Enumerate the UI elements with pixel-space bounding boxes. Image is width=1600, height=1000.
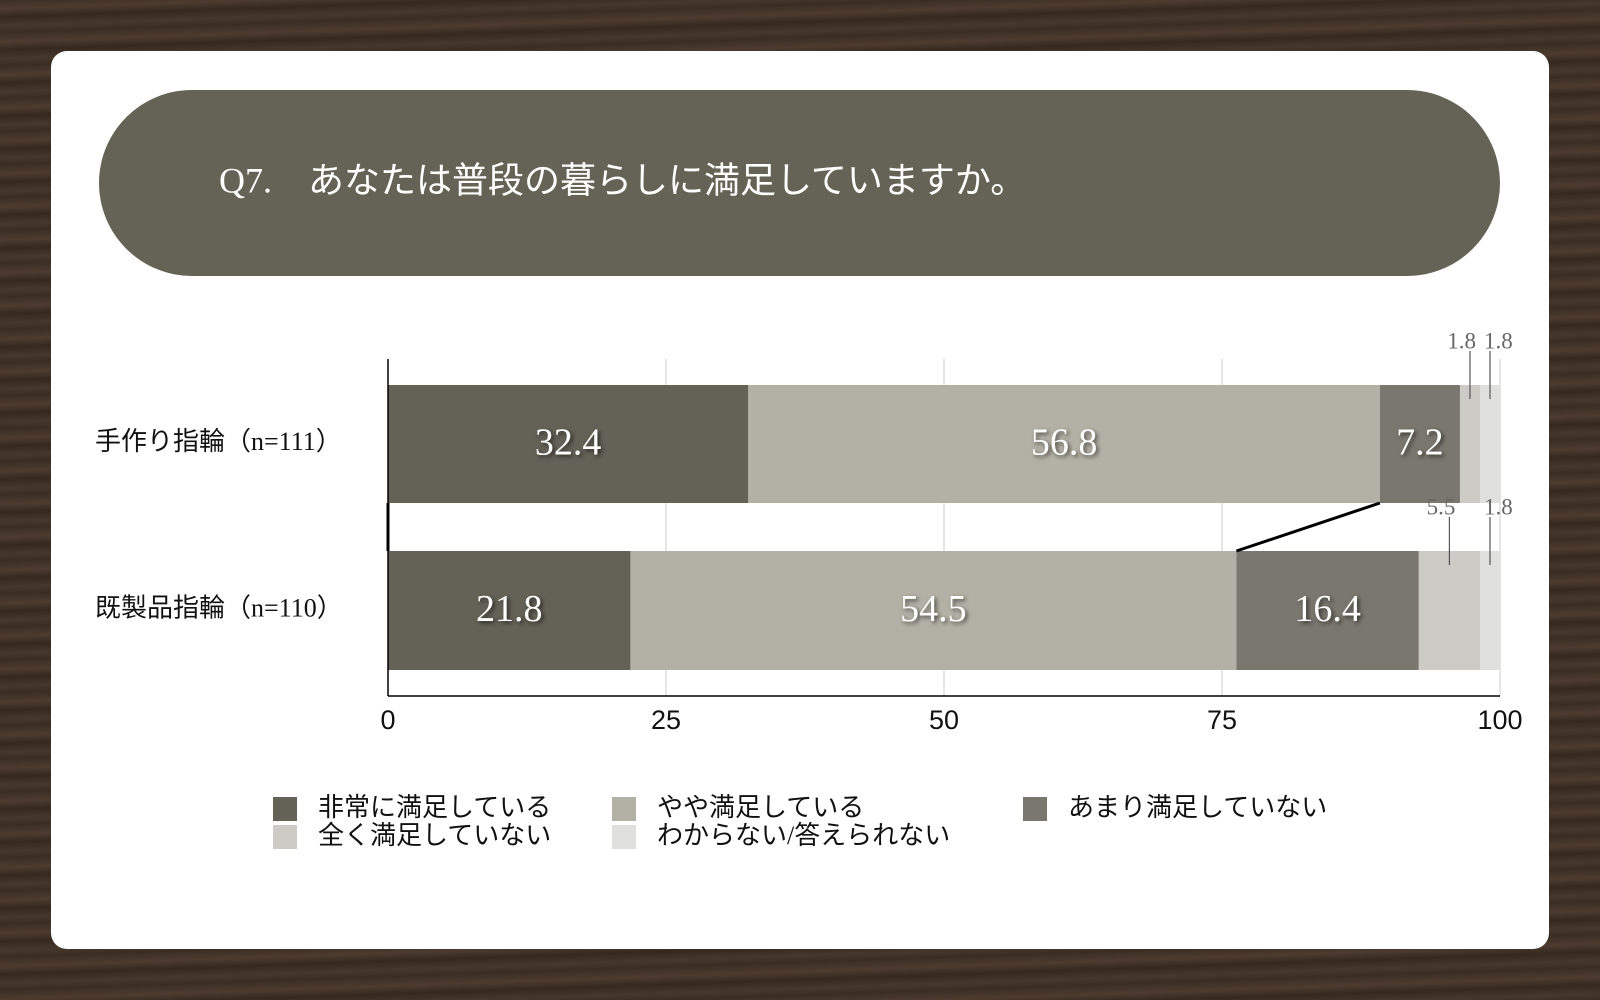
legend-swatch: [1023, 797, 1047, 821]
chart-title: Q7. あなたは普段の暮らしに満足していますか。: [219, 160, 1026, 200]
x-tick-label: 0: [380, 705, 395, 735]
bar-segment: [1459, 385, 1480, 503]
legend-label: あまり満足していない: [1068, 793, 1327, 822]
value-label: 16.4: [1294, 588, 1361, 630]
legend-label: 全く満足していない: [318, 821, 551, 850]
bar-segment: [1236, 551, 1419, 670]
legend-swatch: [273, 797, 297, 821]
value-label: 54.5: [900, 588, 967, 630]
bar-segment: [1418, 551, 1480, 670]
value-label: 1.8: [1484, 328, 1513, 353]
legend-swatch: [273, 825, 297, 849]
value-label: 1.8: [1484, 494, 1513, 519]
series-line: [1235, 501, 1381, 553]
x-tick-label: 50: [929, 705, 959, 735]
bar-segment: [630, 551, 1237, 670]
x-tick-label: 100: [1477, 705, 1522, 735]
category-label: 既製品指輪（n=110）: [95, 593, 343, 622]
value-label: 7.2: [1396, 422, 1444, 464]
category-label: 手作り指輪（n=111）: [95, 427, 342, 456]
bar-segment: [1479, 551, 1500, 670]
bar-segment: [388, 385, 749, 503]
legend-swatch: [612, 825, 636, 849]
value-label: 5.5: [1427, 494, 1456, 519]
bar-segment: [748, 385, 1380, 503]
x-tick-label: 75: [1207, 705, 1237, 735]
legend-swatch: [612, 797, 636, 821]
value-label: 32.4: [535, 422, 602, 464]
legend-label: やや満足している: [657, 793, 864, 822]
legend-label: わからない/答えられない: [657, 821, 950, 850]
bar-segment: [1379, 385, 1460, 503]
bar-segment: [1479, 385, 1500, 503]
bar-segment: [388, 551, 631, 670]
value-label: 1.8: [1447, 328, 1476, 353]
legend-label: 非常に満足している: [318, 793, 551, 822]
x-tick-label: 25: [651, 705, 681, 735]
title-banner: [99, 90, 1500, 276]
value-label: 56.8: [1031, 422, 1098, 464]
value-label: 21.8: [476, 588, 543, 630]
